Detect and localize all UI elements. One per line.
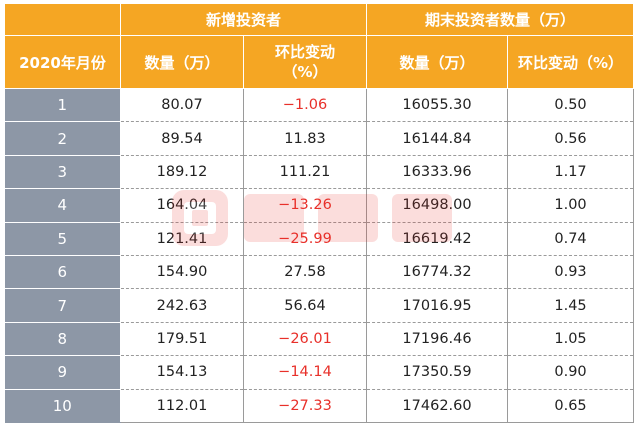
new-change-cell: −13.26 [243, 188, 368, 223]
month-cell: 6 [4, 255, 121, 290]
month-cell: 5 [4, 222, 121, 256]
new-count-cell: 89.54 [120, 121, 244, 156]
new-change-cell: 56.64 [243, 288, 368, 323]
table-row: 8 179.51 −26.01 17196.46 1.05 [4, 322, 635, 357]
end-count-cell: 17350.59 [366, 355, 509, 390]
table-row: 10 112.01 −27.33 17462.60 0.65 [4, 389, 635, 423]
end-change-cell: 0.50 [507, 88, 635, 123]
new-count-cell: 154.13 [120, 355, 244, 390]
header-new-count: 数量（万） [120, 35, 244, 89]
end-count-cell: 17462.60 [366, 389, 509, 423]
end-count-cell: 16144.84 [366, 121, 509, 156]
table-row: 9 154.13 −14.14 17350.59 0.90 [4, 355, 635, 390]
header-corner [4, 3, 121, 36]
month-cell: 2 [4, 121, 121, 156]
end-change-cell: 0.90 [507, 355, 635, 390]
header-end-change: 环比变动（%） [507, 35, 635, 89]
new-change-cell: 11.83 [243, 121, 368, 156]
new-count-cell: 179.51 [120, 322, 244, 357]
header-end-count: 数量（万） [366, 35, 509, 89]
table-row: 7 242.63 56.64 17016.95 1.45 [4, 288, 635, 323]
end-change-cell: 0.74 [507, 222, 635, 256]
new-change-cell: −14.14 [243, 355, 368, 390]
end-change-cell: 1.00 [507, 188, 635, 223]
new-change-cell: −26.01 [243, 322, 368, 357]
header-new-change-line2: （%） [282, 63, 328, 81]
end-change-cell: 0.65 [507, 389, 635, 423]
new-count-cell: 112.01 [120, 389, 244, 423]
month-cell: 3 [4, 155, 121, 190]
new-count-cell: 121.41 [120, 222, 244, 256]
end-change-cell: 1.05 [507, 322, 635, 357]
table-header: 新增投资者 期末投资者数量（万） 2020年月份 数量（万） 环比变动 （%） … [4, 3, 635, 89]
investor-table: 新增投资者 期末投资者数量（万） 2020年月份 数量（万） 环比变动 （%） … [4, 3, 635, 423]
new-count-cell: 80.07 [120, 88, 244, 123]
new-change-cell: −27.33 [243, 389, 368, 423]
end-change-cell: 1.45 [507, 288, 635, 323]
end-count-cell: 16055.30 [366, 88, 509, 123]
new-count-cell: 189.12 [120, 155, 244, 190]
new-change-cell: 27.58 [243, 255, 368, 290]
month-cell: 8 [4, 322, 121, 357]
end-count-cell: 16774.32 [366, 255, 509, 290]
table-row: 6 154.90 27.58 16774.32 0.93 [4, 255, 635, 290]
table-row: 5 121.41 −25.99 16619.42 0.74 [4, 222, 635, 256]
header-group-new-investors: 新增投资者 [119, 3, 368, 36]
month-cell: 10 [4, 389, 121, 423]
new-count-cell: 154.90 [120, 255, 244, 290]
end-change-cell: 1.17 [507, 155, 635, 190]
month-cell: 4 [4, 188, 121, 223]
table-body: 1 80.07 −1.06 16055.30 0.50 2 89.54 11.83 16144.… [4, 88, 635, 423]
table-row: 1 80.07 −1.06 16055.30 0.50 [4, 88, 635, 123]
month-cell: 7 [4, 288, 121, 323]
end-change-cell: 0.93 [507, 255, 635, 290]
table-row: 2 89.54 11.83 16144.84 0.56 [4, 121, 635, 156]
month-cell: 1 [4, 88, 121, 123]
header-group-end-investors: 期末投资者数量（万） [366, 3, 635, 36]
end-count-cell: 16498.00 [366, 188, 509, 223]
table-row: 3 189.12 111.21 16333.96 1.17 [4, 155, 635, 190]
header-new-change-line1: 环比变动 [275, 43, 336, 61]
table-row: 4 164.04 −13.26 16498.00 1.00 [4, 188, 635, 223]
new-change-cell: 111.21 [243, 155, 368, 190]
new-count-cell: 164.04 [120, 188, 244, 223]
end-count-cell: 16619.42 [366, 222, 509, 256]
new-change-cell: −1.06 [243, 88, 368, 123]
new-change-cell: −25.99 [243, 222, 368, 256]
end-count-cell: 17016.95 [366, 288, 509, 323]
end-count-cell: 17196.46 [366, 322, 509, 357]
header-new-change: 环比变动 （%） [242, 35, 368, 89]
end-count-cell: 16333.96 [366, 155, 509, 190]
header-month: 2020年月份 [4, 35, 121, 89]
month-cell: 9 [4, 355, 121, 390]
new-count-cell: 242.63 [120, 288, 244, 323]
end-change-cell: 0.56 [507, 121, 635, 156]
